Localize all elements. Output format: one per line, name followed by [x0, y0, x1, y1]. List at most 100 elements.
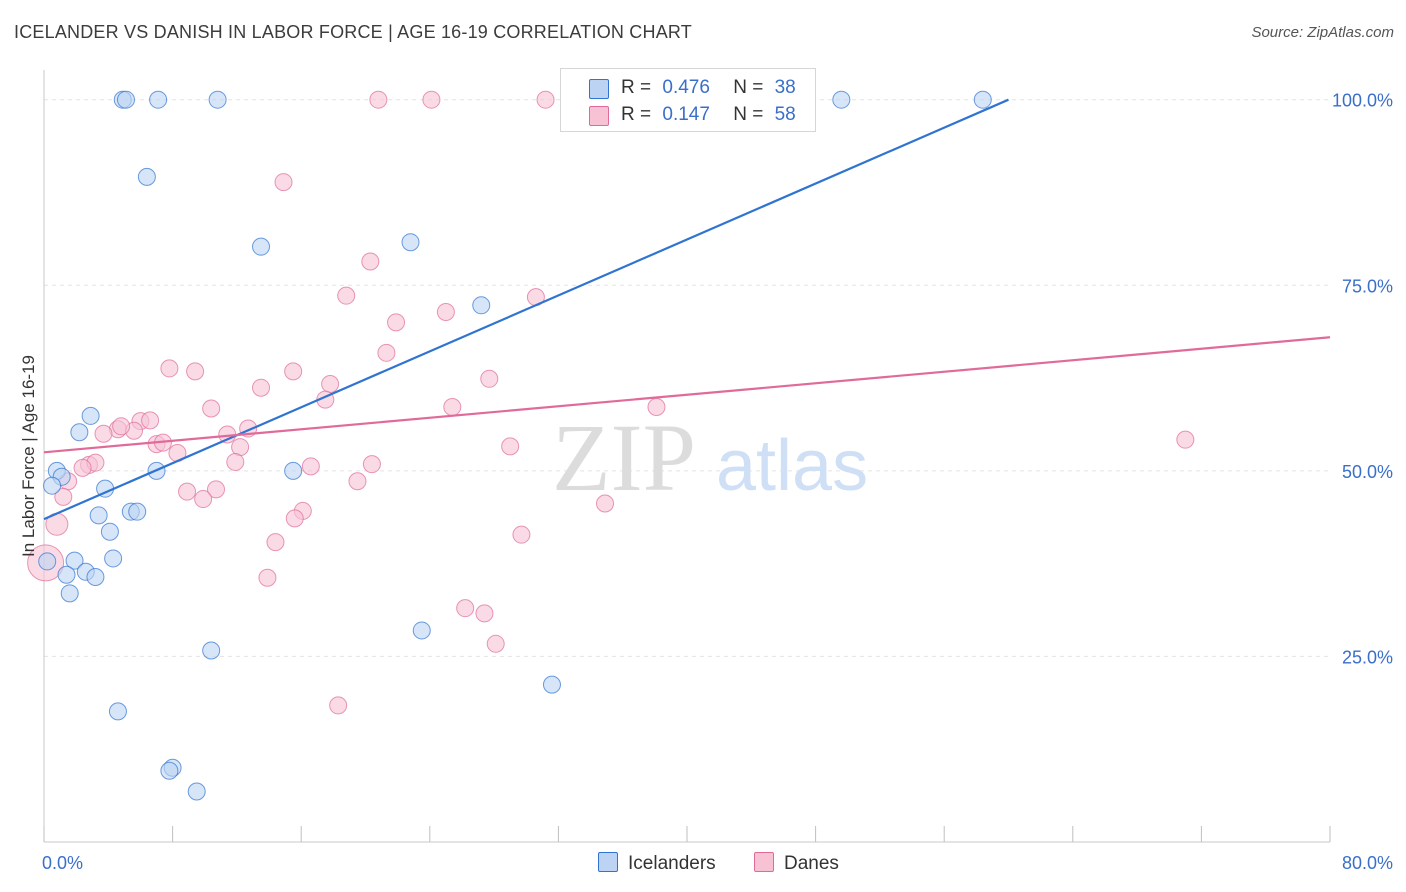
chart-title: ICELANDER VS DANISH IN LABOR FORCE | AGE…	[14, 22, 692, 42]
legend-item-danes: Danes	[754, 852, 839, 875]
icelander-point	[43, 476, 62, 495]
icelander-point	[60, 584, 79, 603]
icelander-point	[104, 549, 123, 568]
watermark-zip: ZIP	[552, 404, 696, 511]
legend-label-icelanders: Icelanders	[628, 853, 716, 874]
danes-trendline	[43, 336, 1331, 454]
icelander-point	[187, 782, 206, 801]
dane-point	[1176, 430, 1195, 449]
dane-point	[202, 399, 221, 418]
icelander-point	[284, 461, 303, 480]
source-credit: Source: ZipAtlas.com	[1251, 24, 1394, 41]
y-tick-labels: 25.0% 50.0% 75.0% 100.0%	[1332, 91, 1393, 668]
y-axis-label: In Labor Force | Age 16-19	[19, 355, 38, 557]
legend-n-value: 38	[774, 77, 796, 98]
legend-swatch-pink	[754, 852, 774, 872]
dane-point	[361, 252, 380, 271]
legend-swatch-pink	[589, 106, 609, 126]
dane-point	[252, 378, 271, 397]
legend-label-danes: Danes	[784, 853, 839, 874]
dane-point	[112, 417, 131, 436]
icelander-point	[70, 423, 89, 442]
trendlines	[43, 98, 1331, 521]
dane-point	[194, 490, 213, 509]
dane-point	[362, 455, 381, 474]
icelander-point	[973, 90, 992, 109]
y-tick-label: 25.0%	[1342, 647, 1393, 667]
dane-point	[141, 411, 160, 430]
dane-point	[207, 480, 226, 499]
icelander-point	[100, 522, 119, 541]
icelander-point	[116, 90, 135, 109]
icelander-point	[65, 551, 84, 570]
dane-point	[456, 599, 475, 618]
x-tick-labels: 0.0% 80.0%	[42, 853, 1393, 873]
legend-r-label: R =	[621, 77, 652, 98]
legend-n-value: 58	[774, 104, 796, 125]
icelander-point	[108, 702, 127, 721]
gridlines	[44, 99, 1330, 657]
x-tick-label: 80.0%	[1342, 853, 1393, 873]
dane-point	[647, 398, 666, 417]
dane-point	[285, 509, 304, 528]
dane-point	[348, 472, 367, 491]
dane-point	[536, 90, 555, 109]
icelander-point	[89, 506, 108, 525]
x-tick-label: 0.0%	[42, 853, 83, 873]
dane-point	[596, 494, 615, 513]
dane-point	[512, 525, 531, 544]
axes	[43, 70, 1331, 843]
icelander-point	[401, 233, 420, 252]
icelander-point	[57, 565, 76, 584]
dane-point	[73, 458, 92, 477]
dane-point	[387, 313, 406, 332]
dane-point	[436, 302, 455, 321]
dane-point	[337, 286, 356, 305]
icelander-point	[202, 641, 221, 660]
icelander-point	[86, 567, 105, 586]
dane-point	[321, 374, 340, 393]
icelander-point	[542, 675, 561, 694]
y-tick-label: 75.0%	[1342, 276, 1393, 296]
icelander-point	[208, 90, 227, 109]
legend-r-label: R =	[621, 104, 652, 125]
y-tick-label: 100.0%	[1332, 91, 1393, 111]
icelander-point	[149, 90, 168, 109]
dane-point	[160, 359, 179, 378]
dane-point	[369, 90, 388, 109]
dane-point	[258, 568, 277, 587]
watermark-atlas: atlas	[716, 426, 868, 506]
icelander-point	[81, 406, 100, 425]
icelander-point	[472, 296, 491, 315]
legend-swatch-blue	[589, 79, 609, 99]
legend-r-value: 0.147	[662, 104, 710, 125]
dane-point	[284, 362, 303, 381]
stats-legend: R = 0.476 N = 38 R = 0.147 N = 58	[560, 68, 816, 132]
dane-point	[480, 369, 499, 388]
dane-point	[266, 533, 285, 552]
dane-point	[475, 604, 494, 623]
dane-point	[301, 457, 320, 476]
dane-point	[54, 487, 73, 506]
legend-n-label: N =	[733, 77, 764, 98]
dane-point	[274, 173, 293, 192]
dane-point	[443, 398, 462, 417]
dane-point	[501, 437, 520, 456]
dane-point	[486, 634, 505, 653]
dane-point	[329, 696, 348, 715]
dane-point	[94, 424, 113, 443]
icelander-point	[832, 90, 851, 109]
dane-point	[226, 452, 245, 471]
dane-point	[178, 482, 197, 501]
legend-item-icelanders: Icelanders	[598, 852, 716, 875]
icelander-point	[137, 167, 156, 186]
icelander-point	[252, 237, 271, 256]
icelander-point	[412, 621, 431, 640]
icelander-point	[128, 502, 147, 521]
legend-swatch-blue	[598, 852, 618, 872]
dane-point	[186, 362, 205, 381]
dane-point	[377, 343, 396, 362]
icelander-point	[38, 552, 57, 571]
legend-n-label: N =	[733, 104, 764, 125]
y-tick-label: 50.0%	[1342, 462, 1393, 482]
